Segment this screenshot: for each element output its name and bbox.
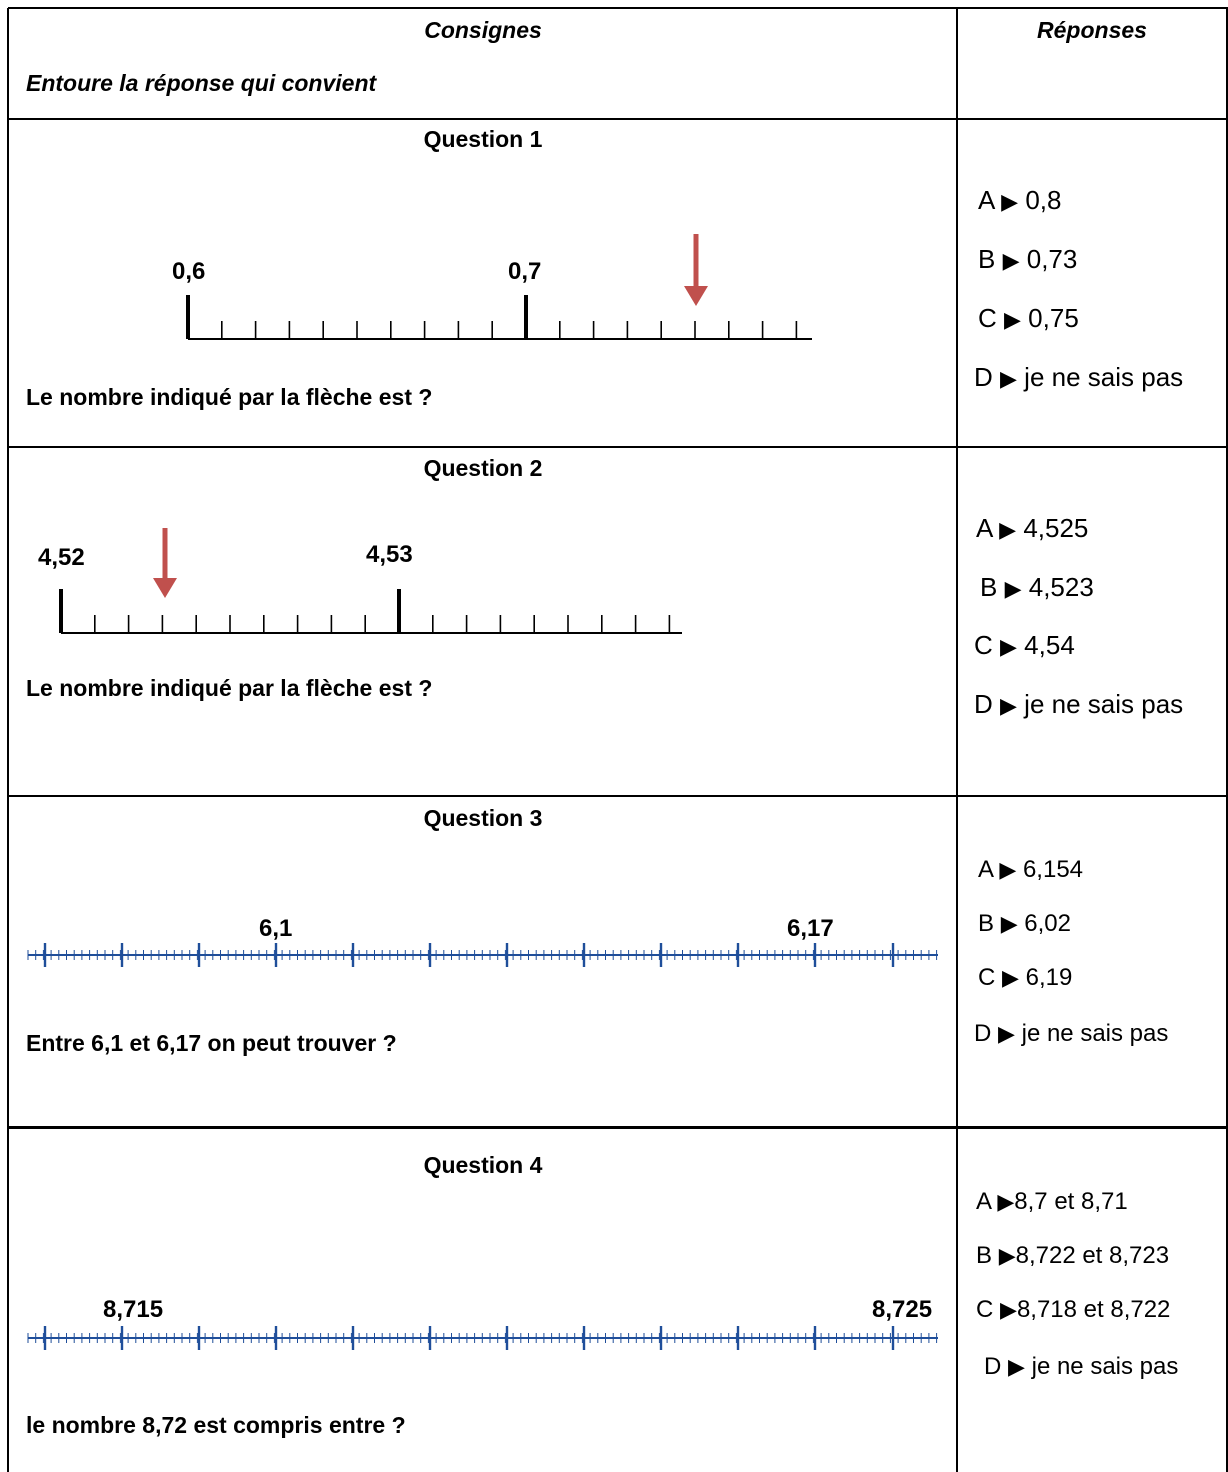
row-divider-q3 [8, 1126, 1228, 1129]
triangle-marker-icon: ▶ [1002, 248, 1020, 273]
question-4-prompt: le nombre 8,72 est compris entre ? [26, 1412, 406, 1438]
q3-tick-label-start: 6,1 [259, 915, 293, 942]
column-divider [956, 8, 958, 1472]
table-border-left [7, 8, 9, 1472]
question-2-title: Question 2 [423, 455, 543, 481]
q4-tick-label-start: 8,715 [103, 1296, 164, 1323]
answer-option[interactable]: D ▶ je ne sais pas [974, 362, 1184, 392]
down-arrow-head-icon [684, 286, 708, 306]
triangle-marker-icon: ▶ [999, 517, 1017, 542]
answer-option[interactable]: B ▶ 4,523 [980, 572, 1094, 602]
row-divider-q1 [8, 446, 1228, 448]
q2-number-line [59, 528, 682, 634]
q4-tick-label-end: 8,725 [872, 1296, 933, 1323]
triangle-marker-icon: ▶ [1000, 366, 1017, 391]
triangle-marker-icon: ▶ [999, 857, 1017, 882]
table-border-right [1226, 8, 1228, 1472]
q3-number-line [27, 943, 938, 967]
triangle-marker-icon: ▶ [998, 1021, 1015, 1046]
triangle-marker-icon: ▶ [1004, 576, 1022, 601]
row-divider-q2 [8, 795, 1228, 797]
answer-option[interactable]: A ▶ 6,154 [978, 856, 1084, 883]
instruction-text: Entoure la réponse qui convient [26, 70, 377, 96]
triangle-marker-icon: ▶ [997, 1189, 1015, 1214]
triangle-marker-icon: ▶ [1004, 307, 1021, 332]
triangle-marker-icon: ▶ [1000, 1297, 1017, 1322]
reponses-header: Réponses [1037, 17, 1147, 43]
answer-option[interactable]: C ▶8,718 et 8,722 [976, 1296, 1171, 1323]
down-arrow-head-icon [153, 578, 177, 598]
answer-option[interactable]: B ▶ 0,73 [978, 244, 1078, 274]
answer-option[interactable]: B ▶8,722 et 8,723 [976, 1242, 1170, 1269]
triangle-marker-icon: ▶ [1000, 911, 1018, 936]
triangle-marker-icon: ▶ [1002, 965, 1019, 990]
answer-option[interactable]: B ▶ 6,02 [978, 910, 1071, 937]
answer-option[interactable]: C ▶ 6,19 [978, 964, 1073, 991]
q1-tick-label-mid: 0,7 [508, 258, 542, 285]
answer-option[interactable]: D ▶ je ne sais pas [974, 1020, 1169, 1047]
q1-number-line [186, 234, 812, 340]
answer-option[interactable]: C ▶ 0,75 [978, 303, 1079, 333]
triangle-marker-icon: ▶ [1000, 634, 1017, 659]
answer-option[interactable]: D ▶ je ne sais pas [974, 689, 1184, 719]
q2-tick-label-mid: 4,53 [366, 541, 413, 568]
q2-tick-label-start: 4,52 [38, 544, 85, 571]
triangle-marker-icon: ▶ [1008, 1354, 1025, 1379]
triangle-marker-icon: ▶ [1001, 189, 1019, 214]
q4-number-line [27, 1326, 938, 1350]
q1-tick-label-start: 0,6 [172, 258, 206, 285]
triangle-marker-icon: ▶ [1000, 693, 1017, 718]
table-border-top [8, 7, 1228, 9]
question-3-title: Question 3 [423, 805, 543, 831]
question-2-prompt: Le nombre indiqué par la flèche est ? [26, 675, 433, 701]
answer-option[interactable]: A ▶ 4,525 [976, 513, 1089, 543]
answer-option[interactable]: A ▶8,7 et 8,71 [976, 1188, 1128, 1215]
consignes-header: Consignes [424, 17, 542, 43]
question-1-title: Question 1 [423, 126, 543, 152]
question-3-prompt: Entre 6,1 et 6,17 on peut trouver ? [26, 1030, 397, 1056]
question-1-prompt: Le nombre indiqué par la flèche est ? [26, 384, 433, 410]
answer-option[interactable]: C ▶ 4,54 [974, 630, 1075, 660]
question-4-title: Question 4 [423, 1152, 543, 1178]
triangle-marker-icon: ▶ [998, 1243, 1016, 1268]
row-divider-header [8, 118, 1228, 120]
answer-option[interactable]: D ▶ je ne sais pas [984, 1353, 1179, 1380]
q3-tick-label-end: 6,17 [787, 915, 834, 942]
answer-option[interactable]: A ▶ 0,8 [978, 185, 1062, 215]
